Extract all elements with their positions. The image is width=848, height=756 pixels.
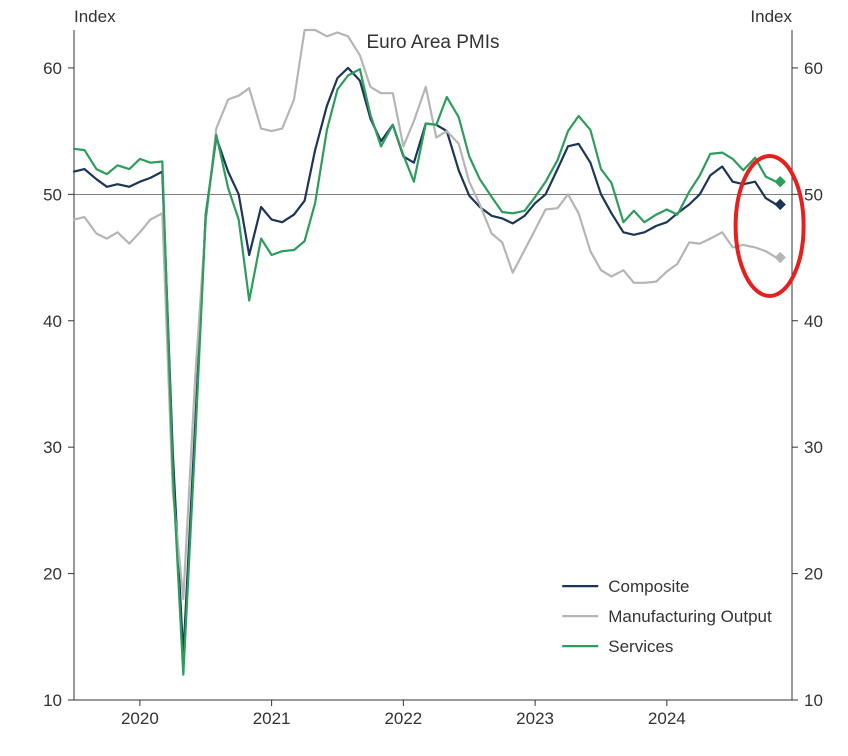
y-tick-label: 50: [43, 185, 62, 204]
y-tick-label: 10: [43, 691, 62, 710]
y-tick-label: 20: [43, 565, 62, 584]
x-tick-label: 2024: [648, 709, 686, 728]
y-tick-label-right: 30: [804, 438, 823, 457]
x-tick-label: 2023: [516, 709, 554, 728]
y-tick-label: 30: [43, 438, 62, 457]
y-axis-label-right: Index: [750, 7, 792, 26]
chart-container: IndexIndexEuro Area PMIs1010202030304040…: [0, 0, 848, 756]
y-axis-label-left: Index: [74, 7, 116, 26]
y-tick-label-right: 60: [804, 59, 823, 78]
y-tick-label-right: 10: [804, 691, 823, 710]
x-tick-label: 2021: [253, 709, 291, 728]
x-tick-label: 2020: [121, 709, 159, 728]
pmi-chart: IndexIndexEuro Area PMIs1010202030304040…: [0, 0, 848, 756]
y-tick-label: 40: [43, 312, 62, 331]
y-tick-label-right: 20: [804, 565, 823, 584]
y-tick-label-right: 50: [804, 185, 823, 204]
y-tick-label-right: 40: [804, 312, 823, 331]
legend-label: Composite: [608, 577, 689, 596]
chart-title: Euro Area PMIs: [366, 32, 499, 53]
legend-label: Services: [608, 637, 673, 656]
x-tick-label: 2022: [384, 709, 422, 728]
y-tick-label: 60: [43, 59, 62, 78]
legend-label: Manufacturing Output: [608, 607, 772, 626]
